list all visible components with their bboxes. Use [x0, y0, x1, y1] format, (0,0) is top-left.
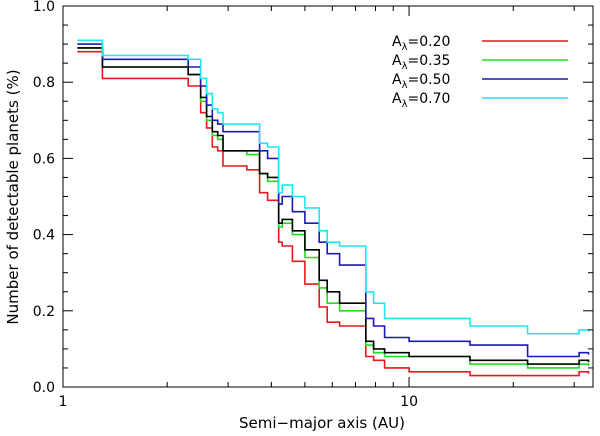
y-tick-label: 0.2 [33, 304, 55, 320]
legend-label: Aλ=0.35 [392, 53, 450, 72]
series-line-1 [77, 50, 590, 377]
ticks-layer [62, 5, 593, 388]
y-tick-label: 1.0 [33, 0, 55, 15]
x-tick-label: 10 [400, 394, 418, 410]
y-tick-label: 0.8 [33, 75, 55, 91]
y-tick-label: 0.6 [33, 151, 55, 167]
x-tick-label: 1 [59, 394, 68, 410]
series-line-4 [77, 43, 590, 358]
series-line-3 [77, 47, 590, 365]
y-axis-label: Number of detectable planets (%) [4, 69, 22, 324]
tick-labels-layer: 0.0 0.2 0.4 0.6 0.8 1.0 1 10 [33, 0, 418, 410]
y-tick-label: 0.4 [33, 228, 55, 244]
series-line-5 [77, 39, 590, 335]
series-layer [77, 39, 590, 377]
legend-label: Aλ=0.20 [392, 34, 450, 53]
legend-label: Aλ=0.50 [392, 72, 450, 91]
x-axis-label: Semi−major axis (AU) [239, 414, 405, 432]
y-tick-label: 0.0 [33, 380, 55, 396]
legend-label: Aλ=0.70 [392, 91, 450, 110]
